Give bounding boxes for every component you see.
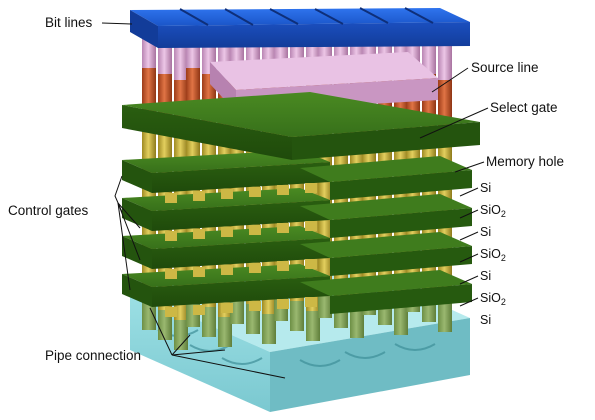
layer-label: Si xyxy=(480,269,491,283)
layer-label: Si xyxy=(480,225,491,239)
control-gates-label: Control gates xyxy=(8,203,89,218)
layer-label: Si xyxy=(480,181,491,195)
bit-lines xyxy=(130,7,470,48)
memory-hole-label: Memory hole xyxy=(486,154,564,169)
leader-lines xyxy=(101,22,489,379)
layer-label: SiO2 xyxy=(480,203,506,219)
select-gate-label: Select gate xyxy=(490,100,558,115)
watermark: 知乎 @王锐超 xyxy=(486,392,568,408)
layer-label: Si xyxy=(480,313,491,327)
source-line-label: Source line xyxy=(471,60,539,75)
control-gate-stack xyxy=(122,150,472,317)
select-gate-beams xyxy=(122,92,480,160)
bit-lines-label: Bit lines xyxy=(45,15,93,30)
layer-label: SiO2 xyxy=(480,291,506,307)
layer-label: SiO2 xyxy=(480,247,506,263)
pipe-connection-label: Pipe connection xyxy=(45,348,141,363)
layer-labels: Si SiO2 Si SiO2 Si SiO2 Si xyxy=(480,181,506,327)
